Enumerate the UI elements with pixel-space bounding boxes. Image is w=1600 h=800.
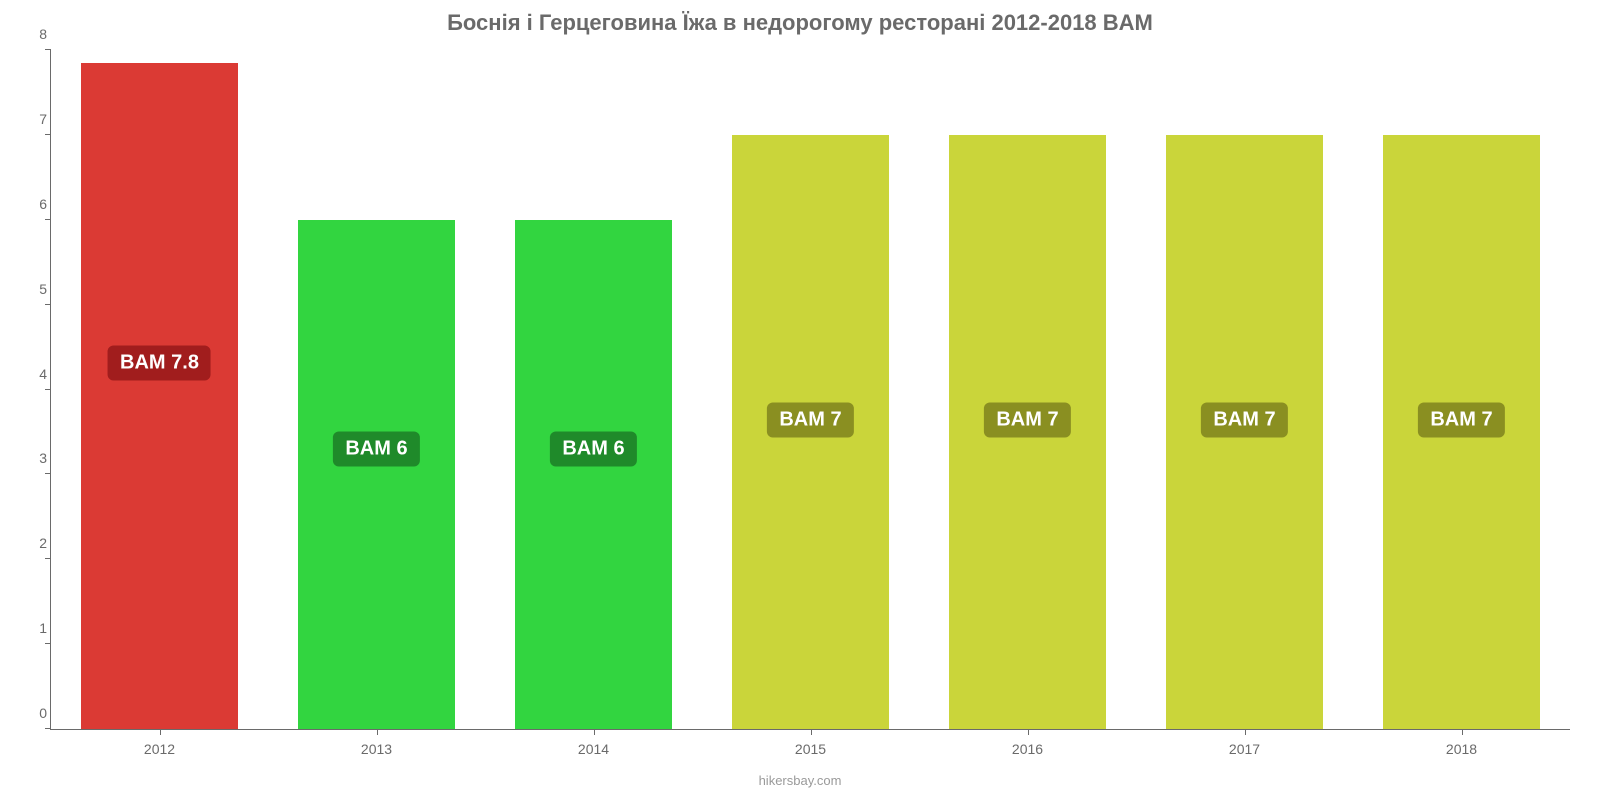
bar-value-label: BAM 7 (1418, 403, 1504, 438)
y-tick-mark (45, 473, 51, 474)
y-tick-mark (45, 728, 51, 729)
y-tick-label: 7 (11, 111, 47, 127)
bar: BAM 7 (1166, 135, 1322, 729)
x-tick-mark (377, 729, 378, 735)
y-tick-label: 1 (11, 620, 47, 636)
x-tick-label: 2012 (144, 741, 175, 757)
x-tick-mark (160, 729, 161, 735)
chart-title: Боснія і Герцеговина Їжа в недорогому ре… (0, 0, 1600, 44)
x-tick-mark (1028, 729, 1029, 735)
x-tick-mark (1245, 729, 1246, 735)
x-tick-mark (1462, 729, 1463, 735)
bar-value-label: BAM 6 (550, 431, 636, 466)
y-tick-mark (45, 389, 51, 390)
bar: BAM 6 (515, 220, 671, 729)
bar-value-label: BAM 7.8 (108, 345, 211, 380)
x-tick-mark (811, 729, 812, 735)
attribution: hikersbay.com (0, 773, 1600, 788)
bar-value-label: BAM 7 (767, 403, 853, 438)
x-tick-label: 2018 (1446, 741, 1477, 757)
plot-area: 012345678BAM 7.82012BAM 62013BAM 62014BA… (50, 50, 1570, 730)
x-tick-label: 2013 (361, 741, 392, 757)
bar: BAM 6 (298, 220, 454, 729)
y-tick-label: 0 (11, 705, 47, 721)
chart-container: Боснія і Герцеговина Їжа в недорогому ре… (0, 0, 1600, 800)
y-tick-label: 4 (11, 366, 47, 382)
y-tick-mark (45, 49, 51, 50)
y-tick-mark (45, 558, 51, 559)
bar: BAM 7 (949, 135, 1105, 729)
y-tick-mark (45, 134, 51, 135)
y-tick-label: 5 (11, 281, 47, 297)
y-tick-mark (45, 643, 51, 644)
y-tick-label: 8 (11, 26, 47, 42)
plot-outer: 012345678BAM 7.82012BAM 62013BAM 62014BA… (50, 50, 1570, 730)
bar: BAM 7.8 (81, 63, 237, 729)
bar-value-label: BAM 6 (333, 431, 419, 466)
bar: BAM 7 (1383, 135, 1539, 729)
x-tick-label: 2015 (795, 741, 826, 757)
x-tick-label: 2014 (578, 741, 609, 757)
y-tick-label: 3 (11, 450, 47, 466)
bar-value-label: BAM 7 (984, 403, 1070, 438)
x-tick-label: 2016 (1012, 741, 1043, 757)
bar: BAM 7 (732, 135, 888, 729)
x-tick-mark (594, 729, 595, 735)
y-tick-label: 2 (11, 535, 47, 551)
y-tick-mark (45, 304, 51, 305)
bar-value-label: BAM 7 (1201, 403, 1287, 438)
y-tick-mark (45, 219, 51, 220)
y-tick-label: 6 (11, 196, 47, 212)
x-tick-label: 2017 (1229, 741, 1260, 757)
